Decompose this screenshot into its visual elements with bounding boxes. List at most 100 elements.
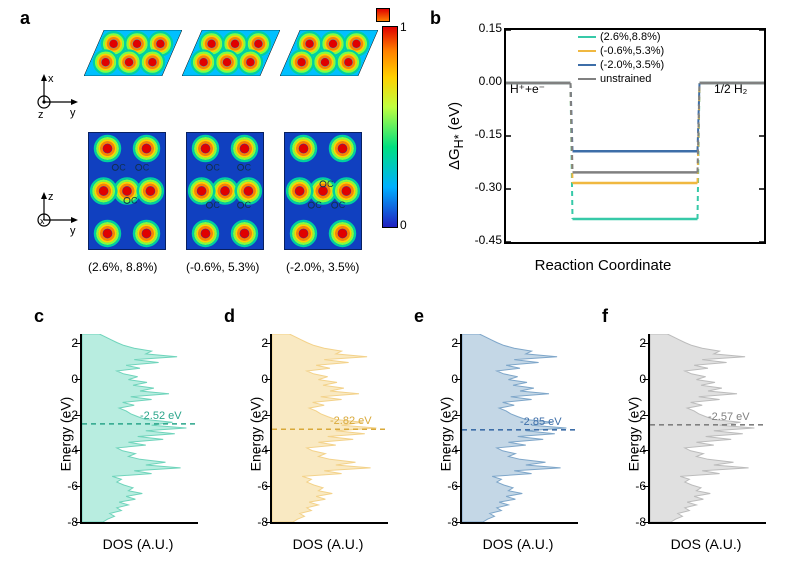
dos-ytick: 2: [228, 336, 268, 350]
legend-item: (2.6%,8.8%): [578, 30, 764, 44]
colorbar-max-swatch: [376, 8, 390, 22]
tick-mark: [455, 486, 460, 487]
d-band-center-f: -2.57 eV: [708, 411, 750, 423]
dos-ytick: -2: [606, 408, 646, 422]
b-ytick: 0.00: [452, 74, 502, 88]
tick-mark: [265, 486, 270, 487]
dos-xlabel-d: DOS (A.U.): [270, 536, 386, 552]
dos-ytick: 2: [418, 336, 458, 350]
legend-item: (-0.6%,5.3%): [578, 44, 764, 58]
dos-ytick: -8: [38, 515, 78, 529]
panel-c-label: c: [34, 306, 44, 327]
svg-text:C: C: [213, 162, 220, 172]
dos-ytick: -4: [228, 443, 268, 457]
svg-text:C: C: [143, 162, 150, 172]
legend-item: (-2.0%,3.5%): [578, 58, 764, 72]
b-right-state: 1/2 H₂: [714, 82, 747, 96]
a-caption-3: (-2.0%, 3.5%): [286, 260, 359, 274]
tick-mark: [265, 450, 270, 451]
eld-side-1: CCCC: [186, 132, 264, 253]
dos-ytick: -8: [418, 515, 458, 529]
dos-ytick: -2: [418, 408, 458, 422]
dos-plot-d: [270, 334, 388, 524]
svg-text:y: y: [70, 107, 76, 119]
dos-ytick: 0: [228, 372, 268, 386]
dos-ytick: 0: [418, 372, 458, 386]
b-ytick: -0.45: [452, 233, 502, 247]
panel-b-legend: (2.6%,8.8%)(-0.6%,5.3%)(-2.0%,3.5%)unstr…: [578, 30, 764, 86]
svg-text:C: C: [339, 200, 346, 210]
tick-mark: [643, 343, 648, 344]
panel-b: (2.6%,8.8%)(-0.6%,5.3%)(-2.0%,3.5%)unstr…: [438, 20, 768, 280]
dos-ytick: -6: [606, 479, 646, 493]
tick-mark: [265, 415, 270, 416]
tick-mark: [455, 379, 460, 380]
axes-zy-icon: x z y: [30, 192, 86, 238]
svg-text:z: z: [38, 109, 44, 120]
dos-ytick: -4: [606, 443, 646, 457]
axes-xy-icon: z x y: [30, 74, 86, 120]
panel-f-label: f: [602, 306, 608, 327]
tick-mark: [643, 522, 648, 523]
d-band-center-d: -2.82 eV: [330, 415, 372, 427]
tick-mark: [75, 379, 80, 380]
panel-d-label: d: [224, 306, 235, 327]
b-ytick: 0.15: [452, 21, 502, 35]
eld-top-1: [182, 30, 280, 79]
scientific-figure: a: [0, 0, 786, 581]
panel-b-xlabel: Reaction Coordinate: [438, 257, 768, 274]
dos-xlabel-c: DOS (A.U.): [80, 536, 196, 552]
dos-ytick: -6: [418, 479, 458, 493]
a-caption-1: (2.6%, 8.8%): [88, 260, 157, 274]
panel-a-label: a: [20, 8, 30, 29]
tick-mark: [455, 522, 460, 523]
b-left-state: H⁺+e⁻: [510, 82, 545, 96]
svg-text:C: C: [119, 162, 126, 172]
dos-plot-c: [80, 334, 198, 524]
b-ytick: -0.30: [452, 180, 502, 194]
dos-ytick: -2: [228, 408, 268, 422]
colorbar-max: 1: [400, 20, 407, 34]
svg-text:y: y: [70, 225, 76, 237]
dos-xlabel-f: DOS (A.U.): [648, 536, 764, 552]
eld-top-2: [280, 30, 378, 79]
tick-mark: [455, 415, 460, 416]
eld-top-0: [84, 30, 182, 79]
dos-ytick: -4: [38, 443, 78, 457]
svg-text:x: x: [48, 74, 54, 85]
eld-side-0: C C C: [88, 132, 166, 253]
panel-e-label: e: [414, 306, 424, 327]
dos-plot-e: [460, 334, 578, 524]
dos-ytick: -2: [38, 408, 78, 422]
dos-plot-f: [648, 334, 766, 524]
panel-c: c -2.52 eV Energy (eV) DOS (A.U.) 20-2-4…: [32, 330, 202, 560]
tick-mark: [455, 450, 460, 451]
tick-mark: [643, 379, 648, 380]
d-band-center-c: -2.52 eV: [140, 410, 182, 422]
dos-ytick: -4: [418, 443, 458, 457]
dos-ytick: -8: [228, 515, 268, 529]
panel-d: d -2.82 eV Energy (eV) DOS (A.U.) 20-2-4…: [222, 330, 392, 560]
dos-ytick: 2: [606, 336, 646, 350]
svg-text:z: z: [48, 192, 54, 203]
panel-f: f -2.57 eV Energy (eV) DOS (A.U.) 20-2-4…: [600, 330, 770, 560]
a-caption-2: (-0.6%, 5.3%): [186, 260, 259, 274]
tick-mark: [265, 522, 270, 523]
svg-text:C: C: [213, 200, 220, 210]
tick-mark: [265, 379, 270, 380]
tick-mark: [643, 486, 648, 487]
eld-side-2: CCC: [284, 132, 362, 253]
tick-mark: [643, 450, 648, 451]
dos-ytick: 0: [38, 372, 78, 386]
panel-a: z x y: [30, 20, 410, 280]
panel-b-ylabel: ΔGH* (eV): [446, 102, 466, 170]
colorbar-min: 0: [400, 218, 407, 232]
tick-mark: [643, 415, 648, 416]
svg-text:C: C: [245, 162, 252, 172]
tick-mark: [75, 450, 80, 451]
tick-mark: [455, 343, 460, 344]
svg-text:C: C: [131, 195, 138, 205]
tick-mark: [265, 343, 270, 344]
dos-ytick: 2: [38, 336, 78, 350]
dos-ytick: -8: [606, 515, 646, 529]
